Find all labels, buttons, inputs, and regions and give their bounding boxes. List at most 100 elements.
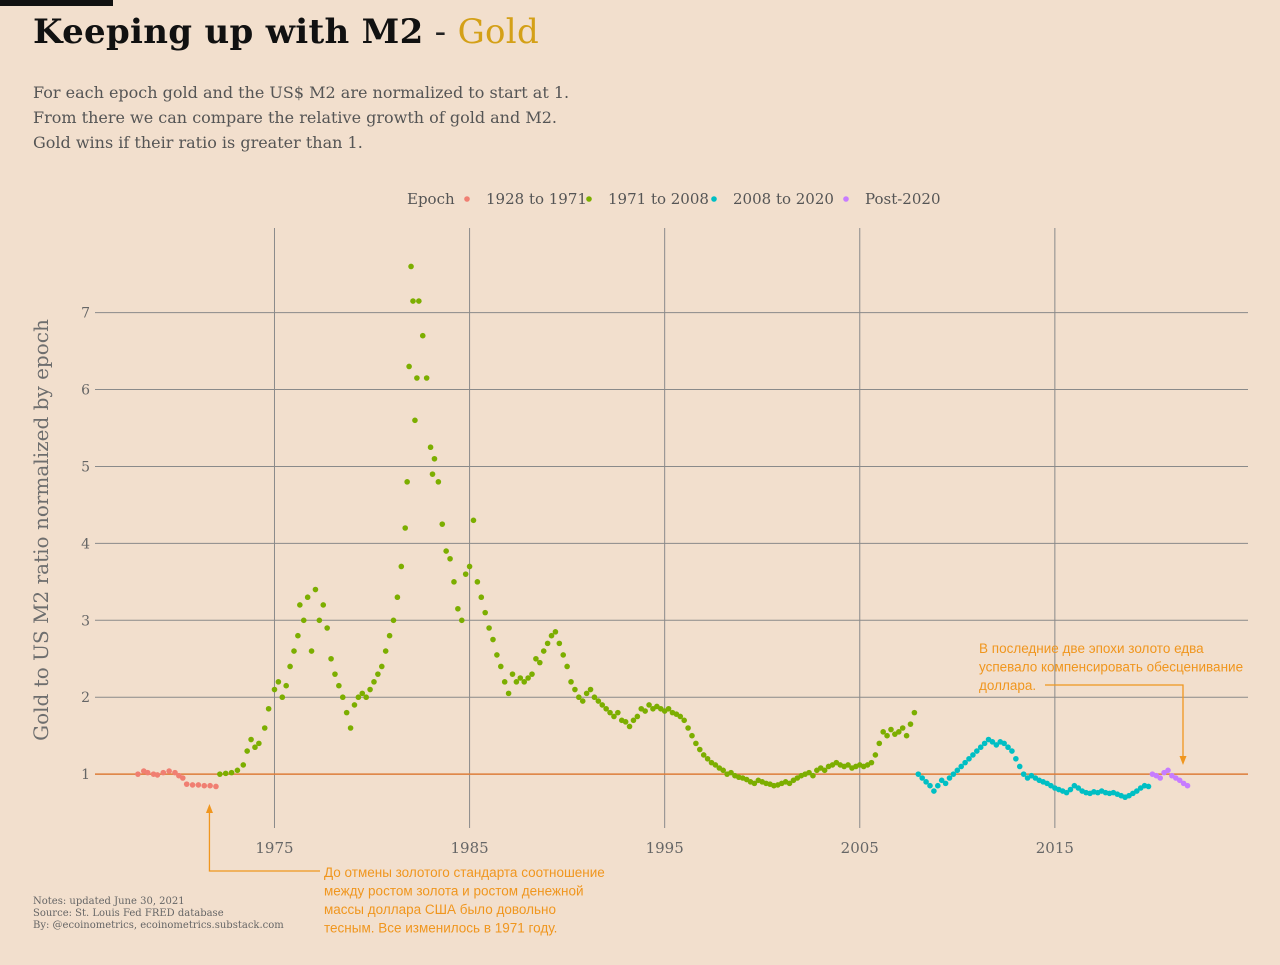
- data-point: [935, 782, 941, 789]
- data-point: [486, 625, 492, 631]
- data-point: [903, 732, 910, 739]
- subtitle-line: For each epoch gold and the US$ M2 are n…: [33, 83, 570, 102]
- data-point: [693, 740, 699, 747]
- data-point: [544, 640, 551, 647]
- annotation-arrow-line: [208, 812, 320, 872]
- data-point: [521, 679, 528, 685]
- data-point: [622, 719, 629, 725]
- annotation-text: успевало компенсировать обесценивание: [979, 660, 1243, 675]
- data-point: [287, 663, 293, 670]
- y-tick-label: 4: [81, 536, 90, 552]
- annotation-text: между ростом золота и ростом денежной: [324, 884, 584, 899]
- data-point: [189, 782, 196, 788]
- data-point: [265, 705, 272, 712]
- data-point: [320, 602, 327, 608]
- data-point: [712, 762, 719, 768]
- data-point: [195, 782, 202, 788]
- legend-label: 2008 to 2020: [733, 190, 834, 208]
- data-point: [630, 717, 637, 724]
- annotation-arrowhead: [205, 804, 213, 813]
- data-point: [427, 444, 434, 451]
- annotation-text: массы доллара США было довольно: [324, 902, 556, 917]
- data-point: [1157, 775, 1164, 781]
- data-point: [240, 762, 247, 768]
- data-point: [954, 767, 961, 774]
- data-point: [607, 709, 613, 716]
- data-point: [540, 648, 547, 654]
- data-point: [291, 648, 297, 654]
- data-point: [394, 594, 401, 601]
- data-point: [135, 771, 141, 777]
- data-point: [416, 298, 422, 304]
- x-tick-label: 1995: [646, 839, 684, 857]
- notes-updated: Notes: updated June 30, 2021: [33, 896, 185, 907]
- data-point: [907, 721, 914, 727]
- data-point: [1016, 763, 1023, 770]
- data-point: [595, 698, 602, 704]
- data-point: [576, 694, 582, 701]
- data-point: [950, 771, 957, 777]
- data-point: [626, 723, 633, 730]
- data-point: [256, 740, 262, 747]
- data-point: [646, 702, 652, 708]
- data-point: [451, 579, 457, 585]
- data-point: [343, 709, 350, 716]
- data-point: [408, 263, 414, 270]
- data-point: [443, 548, 449, 554]
- data-point: [462, 571, 469, 577]
- data-point: [696, 746, 703, 753]
- data-point: [977, 744, 984, 751]
- subtitle-line: Gold wins if their ratio is greater than…: [33, 133, 363, 152]
- data-point: [505, 690, 512, 697]
- data-point: [560, 652, 567, 658]
- data-point: [537, 659, 543, 666]
- data-point: [297, 602, 303, 608]
- data-point: [398, 563, 405, 570]
- data-point: [234, 767, 241, 774]
- data-point: [312, 586, 319, 593]
- data-point: [872, 752, 879, 758]
- data-point: [704, 755, 711, 762]
- data-point: [300, 617, 307, 624]
- y-tick-label: 3: [81, 613, 90, 629]
- data-point: [347, 725, 354, 731]
- data-point: [958, 763, 965, 770]
- data-point: [248, 736, 254, 743]
- data-point: [324, 625, 330, 631]
- data-point: [962, 759, 968, 766]
- data-point: [316, 617, 323, 624]
- data-point: [884, 732, 890, 739]
- data-point: [689, 732, 695, 739]
- data-point: [455, 605, 461, 612]
- data-point: [642, 708, 648, 714]
- data-point: [406, 363, 412, 370]
- data-point: [583, 690, 590, 697]
- data-point: [304, 594, 311, 601]
- data-point: [931, 788, 937, 794]
- data-point: [888, 726, 894, 733]
- legend-marker: [464, 196, 470, 202]
- data-point: [1176, 777, 1183, 784]
- data-point: [359, 690, 366, 697]
- data-point: [572, 686, 578, 693]
- y-tick-label: 1: [81, 767, 90, 783]
- legend-marker: [711, 196, 717, 202]
- subtitle: For each epoch gold and the US$ M2 are n…: [33, 80, 569, 155]
- data-point: [599, 702, 606, 708]
- data-point: [386, 632, 393, 639]
- data-point: [497, 663, 504, 670]
- data-point: [525, 675, 531, 681]
- data-point: [821, 767, 828, 774]
- data-point: [556, 640, 563, 647]
- data-point: [899, 725, 906, 731]
- data-point: [336, 682, 342, 689]
- data-point: [482, 609, 488, 616]
- data-point: [423, 375, 430, 381]
- data-point: [144, 769, 151, 776]
- data-point: [876, 740, 883, 747]
- data-point: [207, 782, 213, 789]
- data-point: [786, 780, 793, 787]
- legend-title: Epoch: [407, 190, 455, 208]
- data-point: [720, 767, 726, 774]
